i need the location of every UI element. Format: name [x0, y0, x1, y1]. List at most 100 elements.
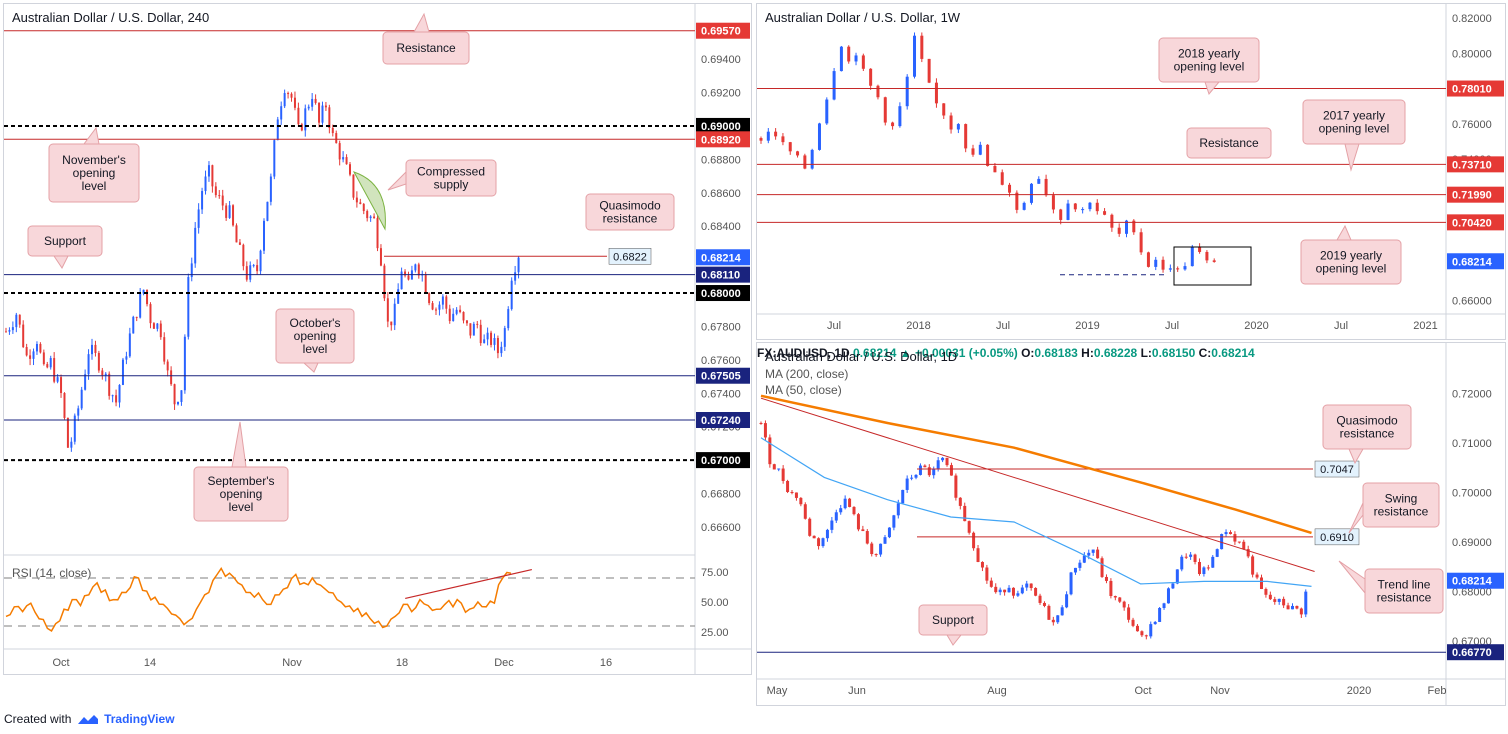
candle-body	[830, 520, 834, 530]
price-label-box	[1447, 80, 1504, 97]
candle-body	[22, 324, 25, 348]
candle-body	[91, 344, 93, 355]
candle-body	[104, 373, 107, 376]
daily-chart-panel[interactable]: Australian Dollar / U.S. Dollar, 1D MA (…	[756, 342, 1506, 706]
callout-text: 2019 yearly	[1320, 249, 1382, 263]
callout-text: Compressed	[417, 165, 485, 179]
candle-body	[839, 508, 843, 513]
candle-body	[1176, 268, 1180, 270]
callout: Resistance	[382, 12, 470, 65]
price-label-box	[696, 452, 750, 469]
candle-body	[1237, 541, 1241, 543]
candle-body	[125, 356, 128, 360]
candle-body	[221, 195, 224, 206]
candle-body	[1100, 558, 1104, 577]
candle-body	[768, 437, 772, 465]
daily-ohlc-header: FX:AUDUSD, 1D 0.68214 ▲ +0.00031 (+0.05%…	[757, 344, 1505, 362]
price-label-box	[1447, 186, 1504, 203]
callout-text: resistance	[603, 212, 658, 226]
open-value: 0.68183	[1034, 346, 1078, 360]
candle-body	[373, 216, 376, 219]
candle-body	[763, 423, 767, 438]
weekly-chart-svg[interactable]: 0.820000.800000.760000.740000.66000Jul20…	[757, 4, 1505, 339]
candle-body	[32, 351, 35, 359]
candle-body	[469, 323, 472, 336]
candle-body	[366, 211, 369, 219]
candle-body	[80, 389, 83, 409]
price-label-box	[1447, 253, 1504, 270]
callout-tail	[387, 170, 407, 191]
candle-body	[923, 465, 927, 468]
candle-body	[232, 205, 235, 226]
candle-body	[856, 514, 860, 530]
candle-body	[1131, 619, 1135, 626]
y-tick-label: 0.69400	[701, 54, 741, 66]
x-tick-label: Feb	[1428, 685, 1447, 697]
price-label-box	[1447, 214, 1504, 231]
high-label: H:	[1081, 346, 1094, 360]
candle-body	[283, 93, 286, 107]
candle-body	[424, 274, 427, 294]
candle-body	[1117, 227, 1121, 234]
candle-body	[942, 103, 946, 116]
candle-body	[788, 142, 792, 152]
candle-body	[510, 280, 513, 310]
weekly-chart-title: Australian Dollar / U.S. Dollar, 1W	[765, 10, 961, 25]
candle-body	[1251, 556, 1255, 575]
candle-body	[101, 370, 104, 376]
candle-body	[1184, 556, 1188, 558]
h4-chart-svg[interactable]: 0.69400 0.69200 0.68800 0.68600 0.68400 0.678…	[4, 4, 751, 674]
daily-chart-svg[interactable]: 0.720000.710000.700000.690000.680000.670…	[757, 343, 1505, 705]
candle-body	[132, 316, 135, 334]
candle-body	[777, 468, 781, 470]
candle-body	[954, 475, 958, 498]
candle-body	[514, 272, 517, 281]
candle-body	[786, 480, 790, 492]
h4-chart-panel[interactable]: Australian Dollar / U.S. Dollar, 240 0.6…	[3, 3, 752, 675]
callout-text: November's	[62, 153, 126, 167]
callout-box	[27, 225, 103, 257]
candle-body	[821, 538, 825, 547]
candle-body	[879, 543, 883, 555]
candle-body	[252, 265, 255, 267]
candle-body	[1044, 178, 1048, 196]
candle-body	[832, 71, 836, 100]
candle-body	[1104, 576, 1108, 581]
callout-text: level	[82, 179, 107, 193]
weekly-chart-panel[interactable]: Australian Dollar / U.S. Dollar, 1W 0.82…	[756, 3, 1506, 340]
candle-body	[1113, 596, 1117, 598]
tradingview-link[interactable]: TradingView	[104, 712, 175, 726]
candle-body	[304, 108, 307, 131]
candle-body	[225, 205, 228, 218]
candle-body	[1047, 605, 1051, 620]
price-label: 0.68920	[701, 134, 741, 146]
candle-body	[263, 220, 265, 251]
candle-body	[77, 408, 80, 416]
ma50-legend: MA (50, close)	[765, 383, 842, 397]
level-tag-label: 0.7047	[1320, 464, 1354, 476]
candle-body	[56, 377, 59, 382]
candle-body	[328, 107, 331, 129]
ma50-line	[760, 437, 1312, 587]
candle-body	[854, 55, 858, 62]
price-label: 0.67505	[701, 371, 741, 383]
candle-body	[1029, 583, 1033, 588]
candle-body	[390, 321, 393, 326]
candle-body	[342, 157, 345, 160]
candle-body	[404, 271, 407, 276]
candle-body	[338, 143, 341, 160]
candle-body	[794, 492, 798, 498]
candle-body	[790, 491, 794, 493]
candle-body	[324, 105, 327, 108]
candle-body	[483, 339, 486, 344]
price-label-box	[696, 117, 750, 134]
candle-body	[94, 344, 97, 353]
candle-body	[898, 106, 902, 127]
candle-body	[359, 202, 362, 204]
candle-body	[1189, 554, 1193, 557]
callout-text: 2017 yearly	[1323, 109, 1385, 123]
candle-body	[84, 374, 87, 390]
candle-body	[1220, 534, 1224, 550]
candle-body	[269, 176, 272, 202]
